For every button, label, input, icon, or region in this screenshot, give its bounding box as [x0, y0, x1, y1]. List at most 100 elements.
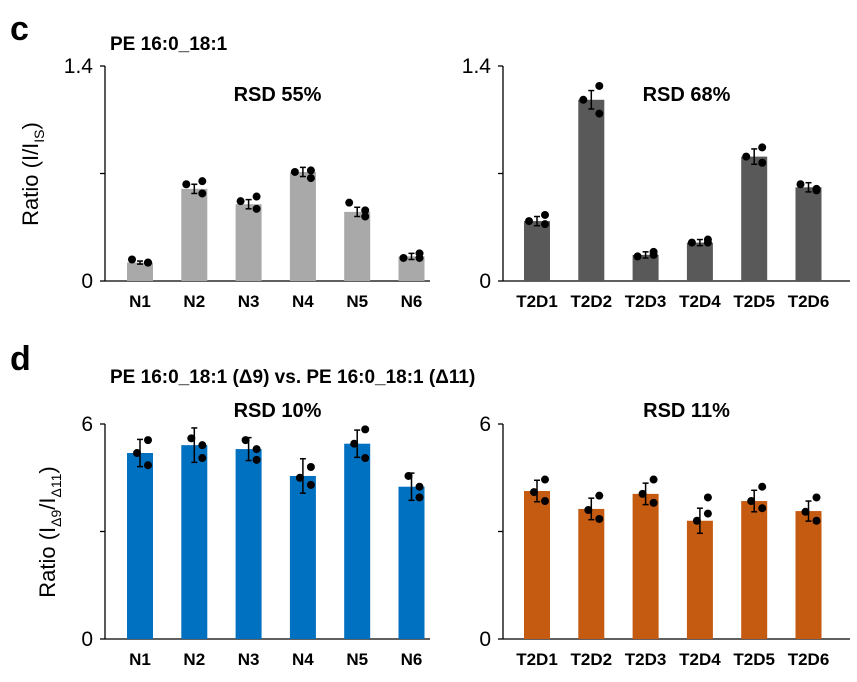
chart-d-right-data-point	[703, 493, 712, 502]
chart-c-right-bar	[578, 99, 605, 282]
chart-d-left-bar	[235, 449, 262, 639]
chart-c-left-data-point	[198, 189, 207, 198]
chart-d-right-data-point	[801, 507, 810, 516]
chart-d-left-data-point	[252, 445, 261, 454]
chart-d-left-data-point	[144, 436, 152, 445]
chart-d-left-data-point	[133, 449, 141, 458]
chart-d-right-data-point	[541, 497, 549, 506]
chart-c-right-data-point	[758, 158, 767, 167]
chart-d-right-xtick-label: T2D2	[571, 650, 613, 669]
chart-c-left-bar	[289, 171, 316, 281]
chart-d-left-xtick-label: N2	[183, 650, 205, 669]
chart-d-right-xtick-label: T2D1	[516, 650, 558, 669]
chart-c-left-data-point	[415, 253, 424, 262]
chart-c-left-bar	[235, 204, 262, 281]
chart-d-left-xtick-label: N3	[238, 650, 260, 669]
chart-d-right-data-point	[692, 516, 701, 525]
chart-c-right-bar	[795, 187, 822, 281]
chart-c-right-data-point	[541, 220, 549, 229]
chart-c-right-bar	[686, 242, 713, 281]
chart-c-right-data-point	[633, 252, 642, 261]
chart-c-left-data-point	[290, 167, 299, 176]
chart-c-left-data-point	[361, 212, 370, 221]
chart-d-right-bar	[741, 501, 768, 639]
chart-c-left-xtick-label: N3	[238, 292, 260, 311]
chart-d-right-data-point	[812, 516, 821, 525]
chart-d-left-bar	[289, 475, 316, 639]
chart-c-right-data-point	[649, 250, 658, 259]
chart-d-right-xtick-label: T2D6	[788, 650, 830, 669]
chart-c-left-data-point	[236, 197, 245, 206]
panel-c-title: PE 16:0_18:1	[110, 34, 228, 55]
chart-d-right-data-point	[747, 497, 756, 506]
chart-d-left-data-point	[415, 482, 424, 491]
chart-d-left-bar	[127, 453, 153, 639]
chart-c-left-bar	[127, 262, 153, 281]
chart-c-left-bar	[344, 211, 371, 281]
chart-d-left-data-point	[306, 480, 315, 489]
chart-d-right-data-point	[584, 506, 593, 514]
chart-d-left-xtick-label: N4	[292, 650, 314, 669]
chart-d-left-bar	[181, 445, 208, 639]
chart-c-right-data-point	[796, 180, 805, 189]
chart-c-right-data-point	[742, 152, 751, 161]
chart-c-right-xtick-label: T2D2	[571, 292, 613, 311]
chart-d-left-xtick-label: N6	[401, 650, 423, 669]
chart-c-left-rsd-annotation: RSD 55%	[234, 84, 322, 106]
chart-d-right-xtick-label: T2D3	[625, 650, 667, 669]
chart-c-right-bar	[524, 221, 550, 281]
chart-d-right-data-point	[595, 491, 604, 500]
panel-d-ylabel: Ratio (IΔ9/IΔ11)	[35, 466, 64, 598]
chart-c-right-xtick-label: T2D3	[625, 292, 667, 311]
chart-d-left-data-point	[198, 454, 207, 463]
chart-d-right-bar	[795, 511, 822, 639]
chart-c-right-xtick-label: T2D1	[516, 292, 558, 311]
chart-c-right-data-point	[758, 143, 767, 152]
chart-c-left-data-point	[182, 180, 191, 189]
chart-c-right-data-point	[595, 109, 604, 118]
chart-d-right-data-point	[758, 504, 767, 513]
chart-d-left-bar	[344, 443, 371, 639]
chart-c-left-xtick-label: N4	[292, 292, 314, 311]
chart-d-left-xtick-label: N5	[346, 650, 368, 669]
chart-d-left-data-point	[144, 461, 152, 470]
chart-d-right-data-point	[595, 514, 604, 523]
chart-d-left-data-point	[361, 454, 370, 463]
chart-d-right-data-point	[812, 493, 821, 502]
chart-d-right-data-point	[703, 509, 712, 518]
chart-d-left-data-point	[252, 455, 261, 464]
chart-d-left-ytick-label: 6	[81, 413, 93, 436]
chart-c-right-data-point	[541, 210, 549, 219]
chart-d-right-ytick-label: 6	[479, 413, 491, 436]
chart-c-left-data-point	[144, 258, 152, 267]
chart-c-right-data-point	[703, 238, 712, 247]
chart-d-right-xtick-label: T2D4	[679, 650, 721, 669]
chart-d-left-bar	[398, 486, 425, 639]
chart-d-right-data-point	[541, 475, 549, 484]
chart-c-right-data-point	[687, 238, 696, 247]
chart-d-right-bar	[632, 493, 659, 639]
chart-c-right-data-point	[525, 217, 533, 226]
chart-d-left-data-point	[415, 493, 424, 502]
chart-d-right-data-point	[758, 482, 767, 491]
chart-c-right-ytick-label: 1.4	[462, 55, 492, 78]
chart-c-right-data-point	[595, 81, 604, 90]
chart-d-right-data-point	[649, 498, 658, 507]
chart-d-left-data-point	[295, 473, 304, 482]
chart-c-left-ytick-label: 0	[81, 270, 93, 293]
chart-c-right-xtick-label: T2D5	[733, 292, 775, 311]
chart-d-right-bar	[578, 508, 605, 639]
chart-d-right-ytick-label: 0	[479, 628, 491, 651]
chart-c-left-data-point	[306, 166, 315, 175]
chart-d-right-bar	[686, 520, 713, 639]
chart-c-left-data-point	[399, 253, 408, 262]
chart-c-left-xtick-label: N5	[346, 292, 368, 311]
chart-c-left-data-point	[345, 198, 354, 207]
chart-c-left-xtick-label: N1	[129, 292, 151, 311]
chart-c-right-xtick-label: T2D4	[679, 292, 721, 311]
chart-c-left-bar	[181, 188, 208, 281]
chart-c-right-ytick-label: 0	[479, 270, 491, 293]
chart-d-left-rsd-annotation: RSD 10%	[234, 400, 322, 422]
panel-label-c: c	[10, 10, 29, 48]
